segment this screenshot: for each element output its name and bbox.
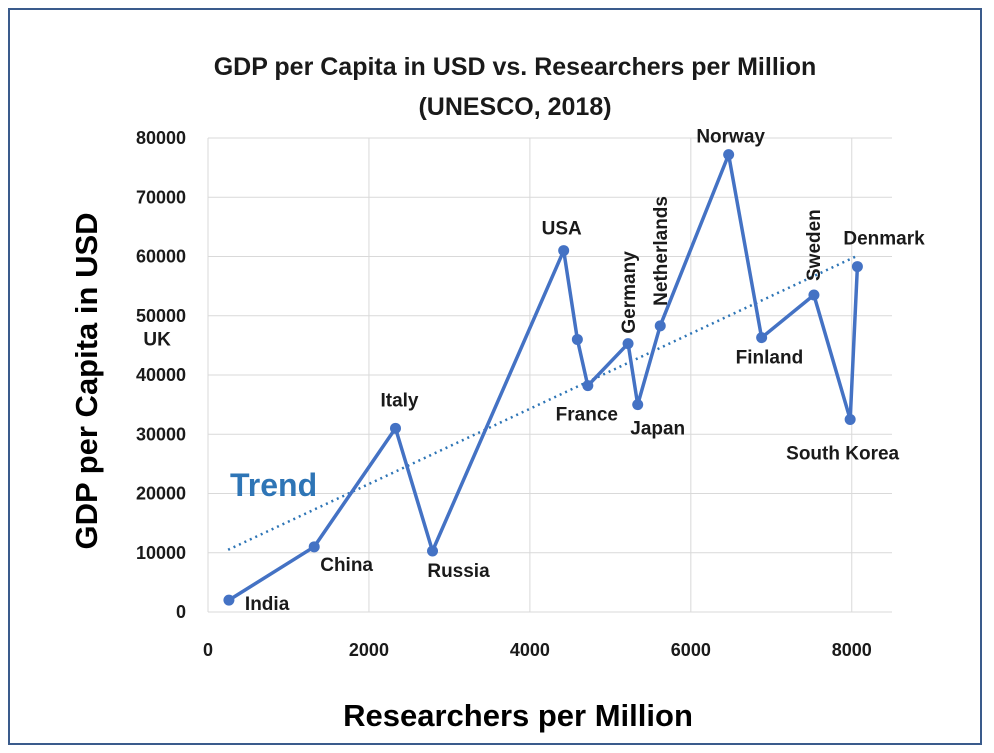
chart-title-line2: (UNESCO, 2018) bbox=[418, 93, 611, 121]
y-tick-label: 40000 bbox=[136, 365, 186, 385]
data-point-norway bbox=[723, 149, 735, 161]
x-tick-label: 2000 bbox=[349, 640, 389, 660]
x-axis-label: Researchers per Million bbox=[343, 698, 693, 733]
data-point-china bbox=[308, 541, 320, 553]
point-label-norway: Norway bbox=[696, 127, 765, 148]
point-label-sweden: Sweden bbox=[804, 209, 825, 281]
data-point-germany bbox=[622, 338, 634, 350]
data-point-italy bbox=[389, 422, 401, 434]
point-labels: India China Italy Russia USA UK France Germany J… bbox=[143, 127, 925, 616]
y-tick-label: 10000 bbox=[136, 543, 186, 563]
data-point-france bbox=[582, 380, 594, 392]
point-label-usa: USA bbox=[542, 219, 582, 240]
y-tick-label: 30000 bbox=[136, 424, 186, 444]
point-label-uk: UK bbox=[143, 329, 171, 350]
data-point-russia bbox=[427, 545, 439, 557]
x-tick-label: 4000 bbox=[510, 640, 550, 660]
data-point-sweden bbox=[808, 289, 820, 301]
x-tick-label: 0 bbox=[203, 640, 213, 660]
data-point-netherlands bbox=[654, 320, 666, 332]
point-label-germany: Germany bbox=[619, 251, 640, 334]
trend-label: Trend bbox=[230, 467, 317, 503]
grid bbox=[207, 137, 892, 613]
data-point-south-korea bbox=[844, 413, 856, 425]
x-tick-label: 8000 bbox=[832, 640, 872, 660]
trend-line bbox=[227, 255, 857, 551]
data-point-usa bbox=[558, 245, 570, 257]
data-point-finland bbox=[756, 332, 768, 344]
point-label-france: France bbox=[556, 405, 618, 426]
y-axis-label: GDP per Capita in USD bbox=[69, 212, 104, 549]
point-label-india: India bbox=[245, 594, 290, 615]
y-tick-label: 80000 bbox=[136, 128, 186, 148]
point-label-south-korea: South Korea bbox=[786, 443, 899, 464]
data-point-uk bbox=[571, 333, 583, 345]
point-label-denmark: Denmark bbox=[843, 229, 925, 250]
y-tick-label: 60000 bbox=[136, 247, 186, 267]
y-tick-label: 50000 bbox=[136, 306, 186, 326]
point-label-finland: Finland bbox=[736, 348, 804, 369]
x-tick-label: 6000 bbox=[671, 640, 711, 660]
point-label-russia: Russia bbox=[427, 561, 490, 582]
data-point-japan bbox=[632, 399, 644, 411]
series bbox=[223, 149, 863, 606]
data-point-denmark bbox=[851, 261, 863, 273]
y-tick-label: 70000 bbox=[136, 187, 186, 207]
point-label-italy: Italy bbox=[380, 390, 418, 411]
point-label-china: China bbox=[320, 555, 373, 576]
point-label-japan: Japan bbox=[630, 419, 685, 440]
point-label-netherlands: Netherlands bbox=[651, 196, 672, 306]
y-tick-label: 0 bbox=[176, 602, 186, 622]
axis-ticks: 0100002000030000400005000060000700008000… bbox=[136, 128, 872, 660]
data-point-india bbox=[223, 594, 235, 606]
chart-frame bbox=[8, 8, 982, 745]
chart-title-line1: GDP per Capita in USD vs. Researchers pe… bbox=[214, 53, 817, 81]
y-tick-label: 20000 bbox=[136, 484, 186, 504]
